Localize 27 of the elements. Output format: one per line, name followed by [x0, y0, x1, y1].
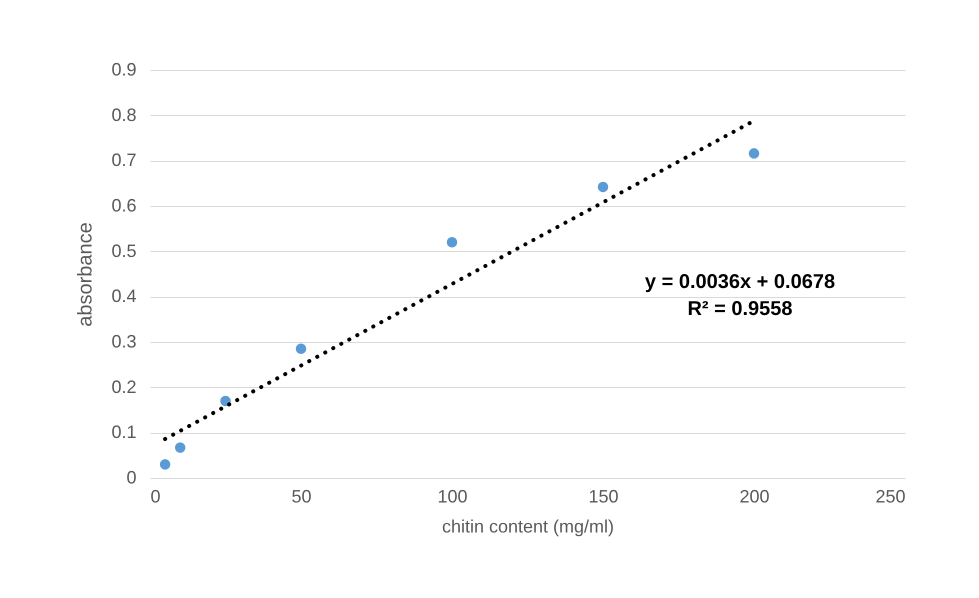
point: [296, 344, 306, 354]
x-tick-label: 100: [437, 486, 468, 506]
y-tick-label: 0.2: [111, 376, 136, 397]
annotation: y = 0.0036x + 0.0678: [644, 271, 836, 293]
point: [598, 182, 608, 192]
y-tick-label: 0.6: [111, 196, 136, 216]
y-tick-label: 0.3: [111, 332, 136, 352]
y-tick-label: 0.1: [111, 422, 136, 442]
y-tick-label: 0.9: [111, 60, 136, 80]
point: [220, 396, 231, 406]
point: [748, 148, 760, 159]
y-axis-title: absorbance: [74, 222, 96, 327]
point: [160, 459, 170, 470]
y-tick-label: 0.8: [111, 104, 136, 125]
x-tick-label: 50: [291, 486, 312, 506]
y-tick-label: 0.5: [111, 240, 136, 261]
y-tick-label: 0.4: [111, 286, 136, 306]
x-tick-label: 150: [588, 486, 619, 506]
point: [174, 442, 186, 453]
y-tick-label: 0.7: [111, 150, 136, 170]
x-axis-title: chitin content (mg/ml): [442, 516, 614, 536]
annotation: R² = 0.9558: [687, 298, 793, 320]
point: [446, 237, 458, 248]
x-tick-label: 0: [150, 486, 161, 506]
y-tick-label: 0: [126, 468, 136, 488]
x-tick-label: 200: [739, 486, 770, 506]
x-tick-label: 250: [875, 486, 906, 506]
